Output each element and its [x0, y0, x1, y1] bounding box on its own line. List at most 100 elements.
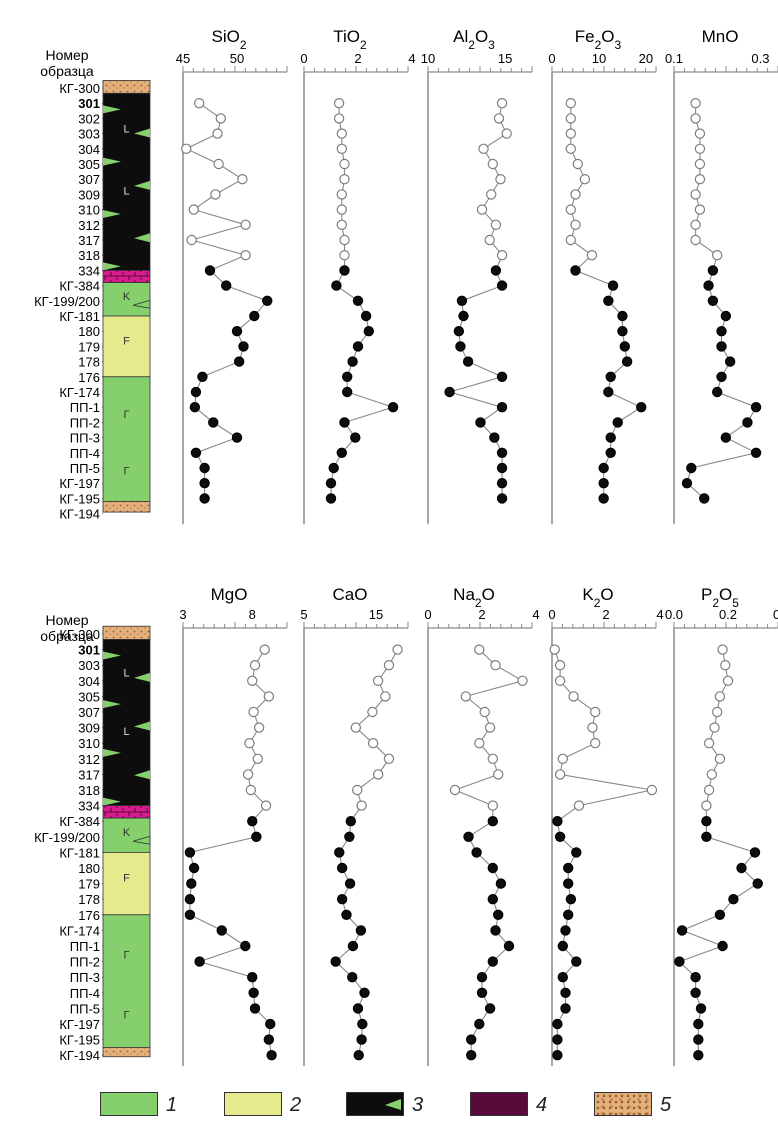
data-point-filled: [186, 878, 197, 889]
data-point-filled: [463, 831, 474, 843]
data-point-open: [213, 158, 224, 170]
scale-tick-label: 2: [478, 607, 485, 622]
strat-letter: Г: [124, 950, 130, 962]
scale-tick-label: 2: [354, 51, 361, 66]
data-point-filled: [247, 816, 258, 827]
data-point-open: [367, 706, 378, 718]
data-point-filled: [617, 310, 628, 322]
data-point-open: [690, 219, 701, 230]
data-point-filled: [490, 925, 501, 936]
data-point-filled: [557, 940, 569, 952]
data-point-filled: [208, 417, 219, 428]
data-point-filled: [598, 493, 609, 504]
data-point-filled: [331, 280, 342, 291]
sample-label: 178: [78, 355, 100, 370]
data-point-filled: [184, 894, 196, 905]
data-point-open: [247, 675, 258, 687]
data-point-open: [496, 97, 508, 109]
data-point-filled: [188, 862, 200, 874]
strat-layer-yellow: [102, 852, 151, 916]
data-point-filled: [496, 447, 508, 458]
dyke-wedge: [134, 128, 150, 138]
data-point-open: [188, 204, 199, 215]
data-point-filled: [339, 417, 350, 428]
data-point-filled: [728, 894, 739, 905]
sample-label: ПП-4: [70, 986, 100, 1001]
oxide-title: MgO: [211, 585, 248, 604]
sample-label: 312: [78, 218, 100, 233]
data-point-filled: [342, 371, 353, 382]
scale-tick-label: 3: [179, 607, 186, 622]
data-point-filled: [216, 925, 227, 936]
data-point-open: [237, 173, 248, 185]
legend: 1 2 3 4 5: [0, 1088, 778, 1124]
strat-layer-yellow: [102, 315, 151, 378]
data-point-filled: [495, 878, 507, 889]
data-point-filled: [570, 265, 581, 276]
data-point-open: [336, 128, 347, 139]
data-point-filled: [238, 341, 249, 352]
sample-label: КГ-181: [59, 845, 100, 860]
data-point-open: [690, 113, 701, 124]
data-point-filled: [598, 478, 609, 489]
data-point-filled: [357, 1018, 368, 1030]
scale-tick-label: 0.1: [665, 51, 683, 66]
data-point-filled: [344, 831, 355, 843]
data-point-filled: [552, 1034, 563, 1045]
dyke-wedge: [134, 233, 150, 243]
samples-header-line-2: образца: [40, 628, 94, 644]
data-point-filled: [189, 402, 201, 413]
data-point-filled: [563, 878, 574, 889]
strat-layer-limestone: [102, 805, 151, 819]
strat-letter: L: [123, 668, 129, 680]
data-point-filled: [612, 417, 623, 428]
sample-label: ПП-3: [70, 970, 100, 985]
sample-label: 179: [78, 877, 100, 892]
data-point-open: [570, 219, 581, 230]
data-point-filled: [334, 847, 345, 858]
sample-label: КГ-197: [59, 1017, 100, 1032]
data-point-filled: [716, 371, 727, 382]
scale-tick-label: 45: [176, 51, 190, 66]
scale-tick-label: 0: [300, 51, 307, 66]
data-point-filled: [458, 310, 469, 322]
data-point-open: [215, 113, 226, 124]
data-point-open: [490, 660, 501, 671]
data-point-filled: [701, 816, 712, 827]
legend-swatch-sand: [594, 1092, 652, 1116]
sample-label: КГ-300: [59, 627, 100, 642]
data-point-open: [554, 660, 566, 671]
data-point-filled: [233, 356, 245, 367]
data-point-filled: [487, 956, 498, 967]
sample-label: 310: [78, 203, 100, 218]
sample-label: 301: [78, 643, 100, 658]
data-point-filled: [693, 1018, 704, 1030]
data-point-open: [706, 769, 718, 780]
data-point-filled: [552, 1049, 563, 1061]
data-point-open: [252, 753, 263, 765]
sample-label: 312: [78, 752, 100, 767]
data-point-open: [572, 158, 584, 170]
sample-label: 305: [78, 689, 100, 704]
sample-label: 303: [78, 658, 100, 673]
dyke-wedge: [103, 700, 121, 709]
data-point-filled: [352, 295, 364, 306]
sample-label: 318: [78, 248, 100, 263]
data-point-open: [248, 706, 259, 718]
sample-label: 301: [78, 96, 100, 111]
data-point-filled: [484, 1003, 496, 1014]
sample-label: 302: [78, 111, 100, 126]
data-point-open: [565, 204, 576, 215]
data-point-open: [487, 800, 498, 811]
dyke-wedge: [134, 672, 150, 682]
scale-tick-label: 2: [602, 607, 609, 622]
data-point-filled: [184, 909, 196, 921]
strat-layer-green: [102, 914, 151, 1048]
dyke-wedge: [134, 721, 150, 731]
data-point-filled: [352, 1003, 364, 1014]
data-point-open: [372, 675, 384, 687]
data-point-open: [240, 249, 251, 261]
dyke-wedge: [103, 262, 121, 271]
data-point-open: [336, 219, 347, 230]
scale-tick-label: 0.2: [719, 607, 737, 622]
